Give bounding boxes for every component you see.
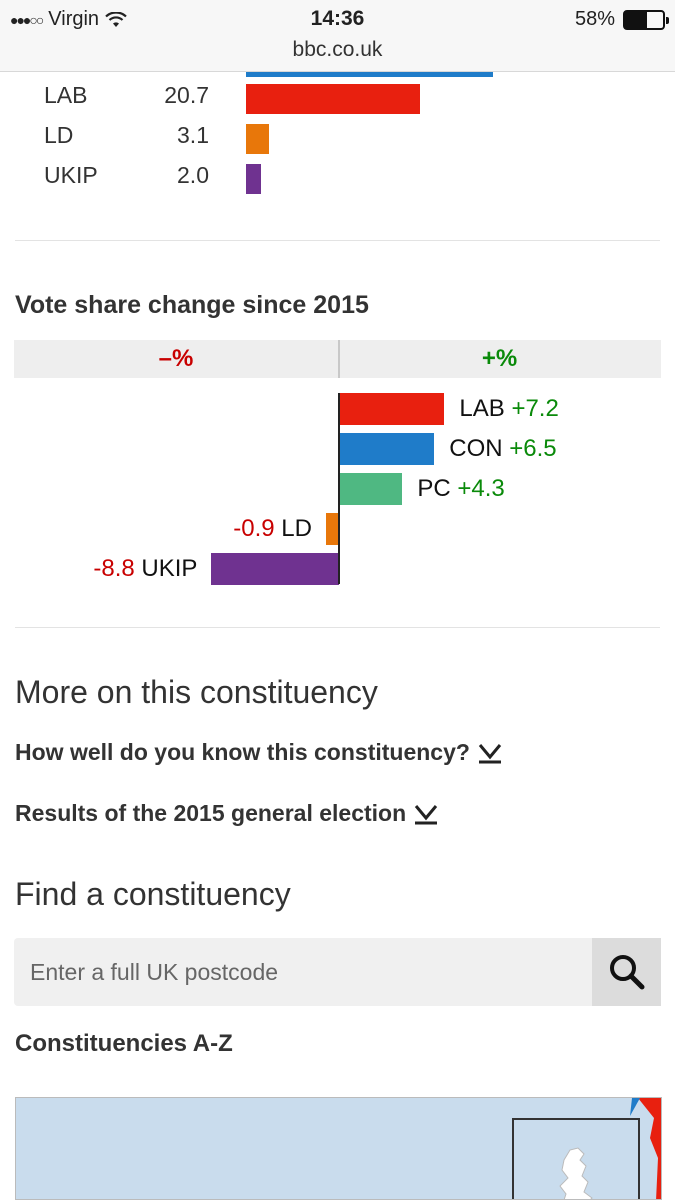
results-2015-label: Results of the 2015 general election [15,800,407,826]
change-label-pc: PC +4.3 [417,473,504,505]
carrier-info: ●●●○○ Virgin [10,8,127,31]
search-button[interactable] [592,938,661,1006]
change-party-name: PC [417,475,451,502]
result-party: LD [44,122,74,148]
change-value: +7.2 [511,395,559,422]
negative-header: –% [158,345,194,372]
divider [15,627,660,628]
result-bar [246,124,269,154]
clock: 14:36 [310,7,365,30]
change-label-ld: -0.9 LD [233,513,312,545]
carrier-name: Virgin [48,8,100,30]
search-icon [609,955,644,990]
change-label-con: CON +6.5 [449,433,556,465]
change-label-ukip: -8.8 UKIP [93,553,197,585]
divider [15,240,660,241]
postcode-input[interactable] [14,938,592,1006]
result-value: 2.0 [177,162,209,188]
find-constituency-title: Find a constituency [15,876,291,912]
change-party-name: LAB [459,395,505,422]
header-divider [338,340,340,378]
constituencies-az-link[interactable]: Constituencies A-Z [15,1030,233,1057]
uk-map-shape [559,1147,593,1199]
change-party-name: UKIP [141,555,198,582]
battery-percent: 58% [574,8,615,30]
change-bar-ukip [211,553,339,585]
chart-axis [338,393,340,584]
change-label-lab: LAB +7.2 [459,393,558,425]
result-value: 20.7 [164,82,209,108]
battery-info: 58% [574,8,669,31]
result-row-lab: LAB 20.7 [0,82,675,116]
result-row-ukip: UKIP 2.0 [0,162,675,196]
map-edge-overlay [630,1098,661,1199]
battery-icon [623,9,669,30]
change-value: +4.3 [457,475,505,502]
change-bar-lab [340,393,445,425]
change-value: -0.9 [233,515,275,542]
change-party-name: LD [281,515,312,542]
battery-fill [625,11,648,28]
wifi-icon [105,11,127,27]
constituency-map[interactable] [15,1097,662,1200]
chevron-down-icon [478,743,502,763]
chart-header: –% +% [14,340,661,378]
result-value: 3.1 [177,122,209,148]
result-row-ld: LD 3.1 [0,122,675,156]
result-party: LAB [44,82,88,108]
map-inset [512,1118,640,1199]
results-2015-link[interactable]: Results of the 2015 general election [15,800,438,827]
change-party-name: CON [449,435,503,462]
signal-strength-icon: ●●●○○ [10,11,44,28]
change-bar-ld [325,513,339,545]
result-bar [246,164,261,194]
vote-share-change-title: Vote share change since 2015 [15,291,369,319]
address-bar-url[interactable]: bbc.co.uk [292,38,383,61]
change-value: +6.5 [509,435,557,462]
change-bar-pc [340,473,403,505]
postcode-search [14,938,661,1006]
more-on-constituency-title: More on this constituency [15,674,378,710]
know-constituency-label: How well do you know this constituency? [15,739,470,765]
result-bar [246,84,420,114]
result-party: UKIP [44,162,98,188]
chevron-down-icon [414,804,438,824]
positive-header: +% [481,345,518,372]
change-value: -8.8 [93,555,135,582]
browser-status-bar: ●●●○○ Virgin 14:36 58% bbc.co.uk [0,0,675,72]
know-constituency-link[interactable]: How well do you know this constituency? [15,739,502,766]
change-bar-con [340,433,435,465]
